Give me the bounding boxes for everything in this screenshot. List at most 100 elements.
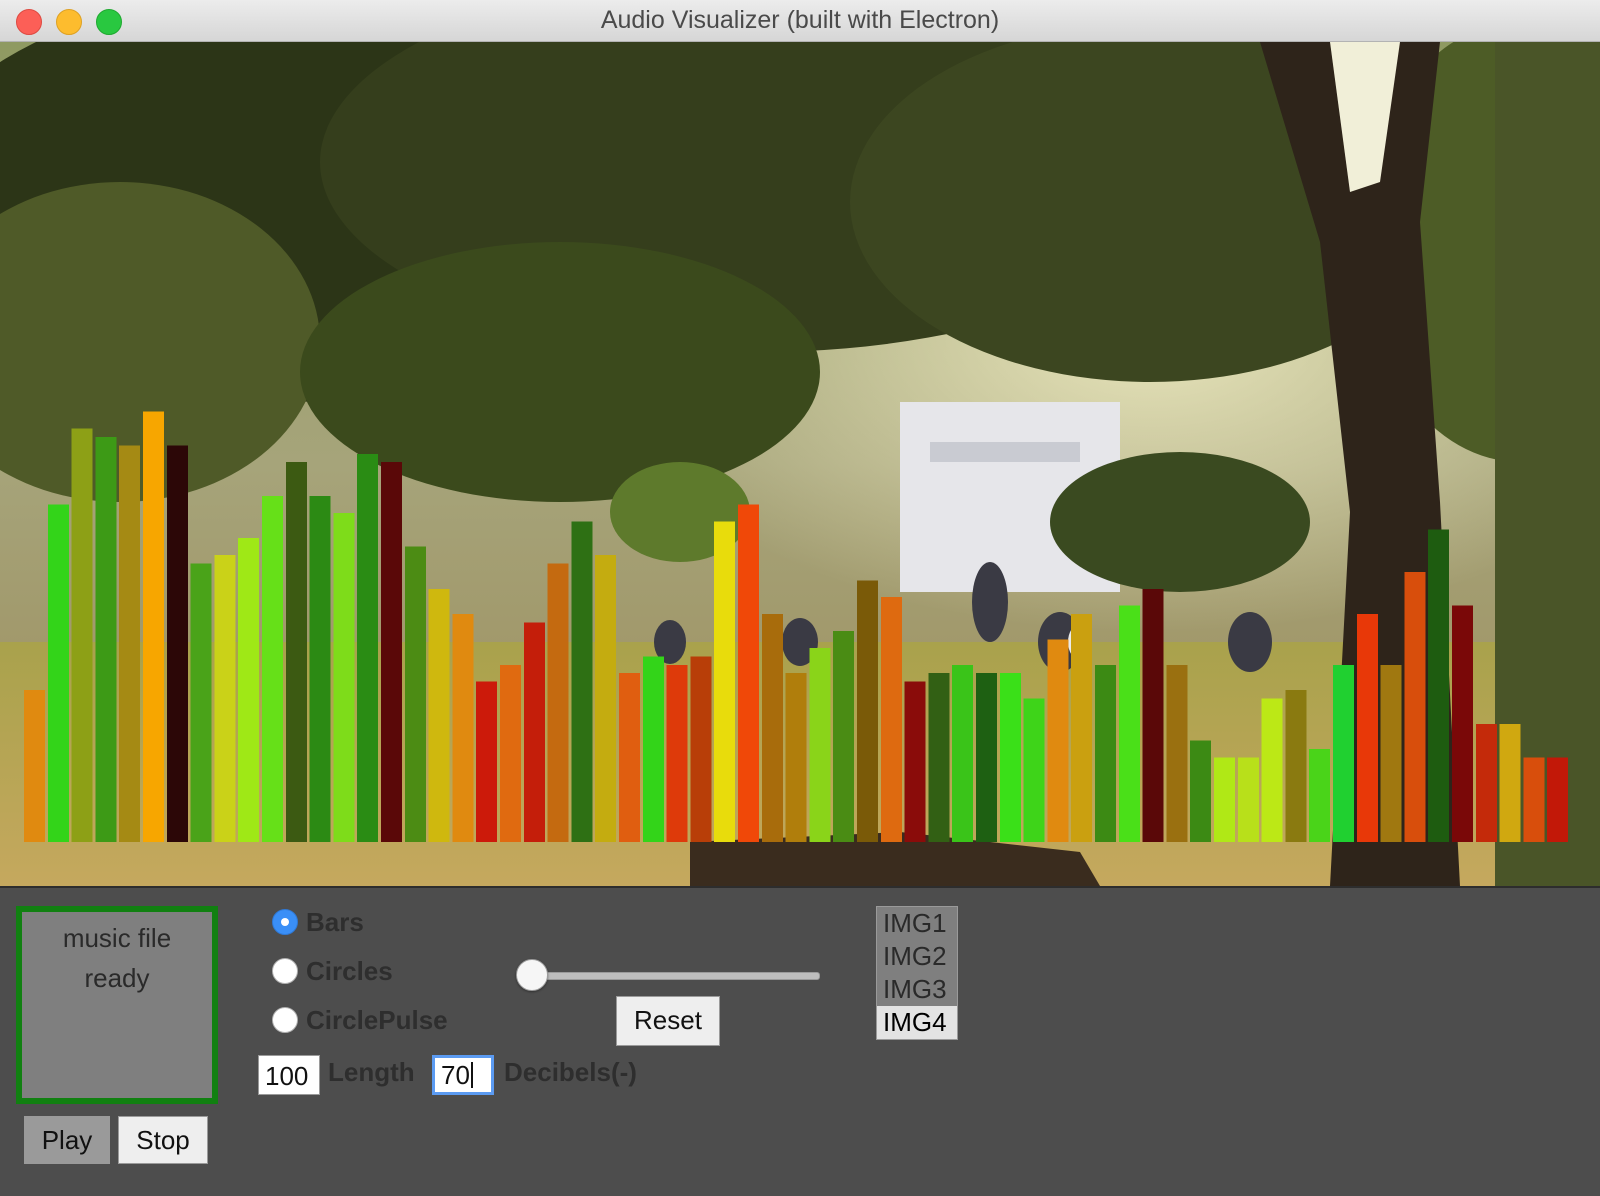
- frequency-bar: [95, 436, 117, 842]
- frequency-bar: [738, 504, 759, 842]
- frequency-bar: [1309, 749, 1331, 842]
- frequency-bar: [976, 673, 997, 842]
- file-drop-zone[interactable]: music file ready: [16, 906, 218, 1104]
- frequency-bar: [285, 462, 307, 842]
- frequency-bar: [71, 428, 93, 842]
- frequency-bar: [47, 504, 69, 842]
- frequency-bar: [404, 546, 426, 842]
- frequency-bar: [500, 664, 521, 842]
- window-title: Audio Visualizer (built with Electron): [600, 6, 1000, 34]
- frequency-bar: [690, 656, 712, 842]
- image-option-img1[interactable]: IMG1: [883, 908, 947, 938]
- background-image-list[interactable]: IMG1 IMG2 IMG3 IMG4: [876, 906, 958, 1040]
- frequency-bar: [119, 445, 141, 842]
- decibels-value: 70: [441, 1060, 470, 1090]
- frequency-bar: [785, 673, 807, 842]
- image-option-img4[interactable]: IMG4: [877, 1006, 957, 1039]
- frequency-bar: [1333, 664, 1354, 842]
- frequency-bar: [642, 656, 664, 842]
- frequency-bar: [1237, 757, 1259, 842]
- frequency-bar: [952, 664, 974, 842]
- frequency-bar: [1499, 723, 1521, 842]
- title-bar: Audio Visualizer (built with Electron): [0, 0, 1600, 42]
- frequency-bar: [24, 690, 45, 842]
- length-label: Length: [328, 1057, 415, 1087]
- frequency-bar: [1190, 740, 1212, 842]
- frequency-bar: [1095, 664, 1116, 842]
- frequency-bar: [143, 411, 164, 842]
- frequency-bar: [1261, 698, 1283, 842]
- frequency-bar: [1404, 571, 1426, 842]
- radio-circlepulse-label: CirclePulse: [306, 1004, 448, 1035]
- frequency-bar: [452, 614, 474, 842]
- frequency-bar: [1452, 605, 1473, 842]
- radio-circles[interactable]: [272, 958, 298, 984]
- text-caret: [470, 1062, 473, 1088]
- status-line-1: music file: [62, 923, 172, 953]
- radio-circlepulse[interactable]: [272, 1007, 298, 1033]
- frequency-bar: [238, 538, 260, 842]
- frequency-bar: [309, 496, 331, 842]
- frequency-bar: [1523, 757, 1545, 842]
- frequency-bar: [999, 673, 1021, 842]
- maximize-window-button[interactable]: [96, 9, 122, 35]
- frequency-bar: [333, 512, 355, 842]
- stop-button[interactable]: Stop: [118, 1116, 208, 1164]
- frequency-bar: [619, 673, 640, 842]
- play-button[interactable]: Play: [24, 1116, 110, 1164]
- minimize-window-button[interactable]: [56, 9, 82, 35]
- frequency-bar: [1047, 639, 1069, 842]
- frequency-bar: [1118, 605, 1140, 842]
- radio-circles-label: Circles: [306, 955, 393, 986]
- slider-track[interactable]: [530, 972, 820, 980]
- frequency-bar: [1356, 614, 1378, 842]
- frequency-bar: [547, 563, 569, 842]
- frequency-bar: [1475, 723, 1497, 842]
- frequency-bar: [880, 597, 902, 842]
- decibels-label: Decibels(-): [504, 1057, 637, 1087]
- frequency-bar: [523, 622, 545, 842]
- frequency-bar: [1214, 757, 1235, 842]
- frequency-bar: [214, 555, 236, 842]
- frequency-bar: [1428, 529, 1450, 842]
- frequency-bar: [1071, 614, 1093, 842]
- frequency-bar: [1142, 588, 1164, 842]
- frequency-bar: [166, 445, 188, 842]
- close-window-button[interactable]: [16, 9, 42, 35]
- frequency-bar: [190, 563, 212, 842]
- frequency-bar: [928, 673, 950, 842]
- status-line-2: ready: [84, 963, 150, 993]
- mode-circlepulse-option[interactable]: CirclePulse: [272, 1002, 448, 1038]
- reset-button[interactable]: Reset: [616, 996, 720, 1046]
- frequency-bar: [761, 614, 783, 842]
- frequency-bar: [595, 555, 617, 842]
- frequency-bar: [904, 681, 926, 842]
- radio-bars[interactable]: [272, 909, 298, 935]
- frequency-bar: [666, 664, 688, 842]
- frequency-bar: [428, 588, 450, 842]
- frequency-bar: [1380, 664, 1402, 842]
- frequency-bar: [476, 681, 498, 842]
- control-panel: music file ready Play Stop Bars Circles …: [0, 886, 1600, 1196]
- frequency-bar: [381, 462, 402, 842]
- mode-bars-option[interactable]: Bars: [272, 904, 364, 940]
- frequency-bar: [357, 453, 379, 842]
- frequency-bar: [1166, 664, 1188, 842]
- frequency-bar: [714, 521, 736, 842]
- frequency-bar: [809, 647, 831, 842]
- frequency-bar: [1023, 698, 1045, 842]
- length-input[interactable]: 100: [258, 1055, 320, 1095]
- frequency-bar: [857, 580, 878, 842]
- frequency-bar: [262, 496, 283, 842]
- frequency-bar: [1547, 757, 1569, 842]
- image-option-img2[interactable]: IMG2: [883, 941, 947, 971]
- frequency-bar: [1285, 690, 1307, 842]
- slider-thumb[interactable]: [516, 959, 548, 991]
- visualizer-canvas: [0, 42, 1600, 886]
- frequency-bar: [833, 631, 855, 842]
- mode-circles-option[interactable]: Circles: [272, 953, 393, 989]
- image-option-img3[interactable]: IMG3: [883, 974, 947, 1004]
- radio-bars-label: Bars: [306, 906, 364, 937]
- frequency-bar: [571, 521, 593, 842]
- decibels-input[interactable]: 70: [432, 1055, 494, 1095]
